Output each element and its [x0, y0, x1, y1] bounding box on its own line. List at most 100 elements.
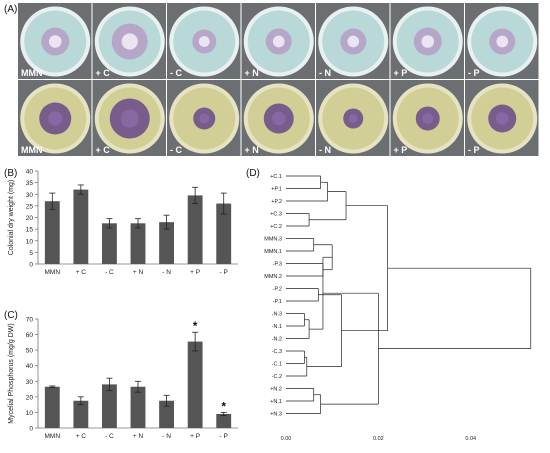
x-tick-label: - C	[105, 433, 114, 440]
bar	[44, 201, 60, 264]
y-tick-label: 70	[26, 317, 34, 324]
leaf-label: +N.2	[270, 387, 282, 393]
leaf-label: MMN.2	[264, 274, 282, 280]
plate-label: - C	[170, 145, 182, 155]
plate-photo-grid: MMN + C - C + N - N + P - P MMN + C - C + N - N + P -…	[18, 3, 539, 156]
leaf-label: -P.1	[273, 299, 282, 305]
bar	[130, 223, 146, 264]
plate-label: MMN	[21, 145, 43, 155]
x-tick-label: 0.00	[281, 436, 292, 442]
x-tick-label: + P	[190, 433, 200, 440]
panel-label-c: (C)	[4, 310, 18, 321]
y-tick-label: 30	[26, 379, 34, 386]
x-tick-label: - N	[162, 269, 171, 276]
leaf-label: +N.3	[270, 412, 282, 418]
x-tick-label: 0.04	[465, 436, 476, 442]
leaf-label: +P.2	[271, 199, 282, 205]
plate-label: MMN	[21, 68, 43, 78]
bar	[159, 222, 174, 264]
plate-label: - P	[468, 145, 480, 155]
x-tick-label: - N	[162, 433, 171, 440]
colony-center	[272, 111, 286, 126]
y-tick-label: 40	[26, 169, 34, 176]
leaf-label: -C.1	[272, 362, 282, 368]
plate-label: + N	[245, 145, 259, 155]
y-tick-label: 20	[26, 394, 34, 401]
colony-center	[495, 112, 509, 125]
x-tick-label: - P	[220, 433, 228, 440]
plate-label: - C	[170, 68, 182, 78]
x-tick-label: + N	[133, 433, 144, 440]
x-tick-label: + C	[76, 269, 87, 276]
bar	[102, 223, 117, 264]
plate-label: + C	[96, 145, 111, 155]
y-tick-label: 50	[26, 348, 34, 355]
y-tick-label: 5	[29, 250, 33, 257]
plate-label: + N	[245, 68, 259, 78]
leaf-label: -C.3	[272, 349, 282, 355]
panel-label-b: (B)	[4, 168, 17, 179]
cluster-dendrogram: +C.1 +P.1 +P.2 +C.3 +C.2 MMN.3 MMN.1 -P.3 MMN.2 -…	[264, 174, 532, 442]
leaf-label: +N.1	[270, 399, 282, 405]
bar	[44, 386, 60, 428]
colony-center	[48, 111, 63, 126]
leaf-label: MMN.3	[264, 237, 282, 243]
colony-center	[198, 36, 210, 47]
leaf-label: MMN.1	[264, 249, 282, 255]
colony-center	[121, 33, 138, 50]
bar	[130, 386, 146, 428]
y-tick-label: 40	[26, 363, 34, 370]
leaf-label: +C.1	[270, 174, 282, 180]
dry-weight-bar-chart: 0 5 10 15 20 25 30 35 40 MMN + C - C + N - N + P - P Col…	[8, 169, 238, 276]
y-tick-label: 20	[26, 215, 34, 222]
panel-label-a: (A)	[4, 4, 17, 15]
x-tick-label: + N	[133, 269, 144, 276]
leaf-label: -N.2	[272, 337, 282, 343]
y-tick-label: 30	[26, 192, 34, 199]
plate-label: + P	[394, 145, 408, 155]
bar	[187, 341, 203, 428]
x-tick-label: MMN	[45, 269, 61, 276]
plate-label: - N	[319, 145, 331, 155]
y-tick-label: 0	[29, 426, 33, 433]
y-tick-label: 0	[29, 262, 33, 269]
leaf-label: -C.2	[272, 374, 282, 380]
colony-center	[199, 113, 210, 124]
panel-label-d: (D)	[246, 168, 260, 179]
colony-center	[422, 113, 434, 124]
bar	[73, 400, 89, 428]
y-axis-label: Colonial dry weight (mg)	[8, 180, 15, 255]
x-tick-label: - C	[105, 269, 114, 276]
plate-label: + C	[96, 68, 111, 78]
bar	[102, 384, 117, 428]
phosphorus-bar-chart: 0 10 20 30 40 50 60 70 MMN + C - C + N - N + P * - P * My…	[8, 317, 238, 440]
x-tick-label: + C	[76, 433, 87, 440]
x-tick-label: MMN	[45, 433, 61, 440]
plate-label: - P	[468, 68, 480, 78]
leaf-label: -P.3	[273, 262, 282, 268]
leaf-label: -P.2	[273, 287, 282, 293]
significance-marker: *	[221, 399, 226, 413]
colony-center	[496, 35, 509, 48]
plate-label: - N	[319, 68, 331, 78]
leaf-label: +C.3	[270, 212, 282, 218]
bar	[73, 189, 89, 264]
leaf-label: +P.1	[271, 187, 282, 193]
x-tick-label: 0.02	[373, 436, 384, 442]
colony-center	[120, 109, 139, 128]
leaf-label: +C.2	[270, 224, 282, 230]
y-tick-label: 35	[26, 180, 34, 187]
colony-center	[272, 35, 285, 48]
y-tick-label: 10	[26, 238, 34, 245]
colony-center	[48, 35, 62, 48]
y-axis-label: Mycelial Phosphorus (mg/g DW)	[8, 323, 15, 423]
y-tick-label: 25	[26, 203, 34, 210]
x-tick-label: - P	[220, 269, 228, 276]
bar	[187, 195, 203, 264]
bar	[216, 413, 232, 428]
colony-center	[348, 114, 358, 123]
y-tick-label: 60	[26, 332, 34, 339]
bar	[216, 203, 232, 264]
x-tick-label: + P	[190, 269, 200, 276]
